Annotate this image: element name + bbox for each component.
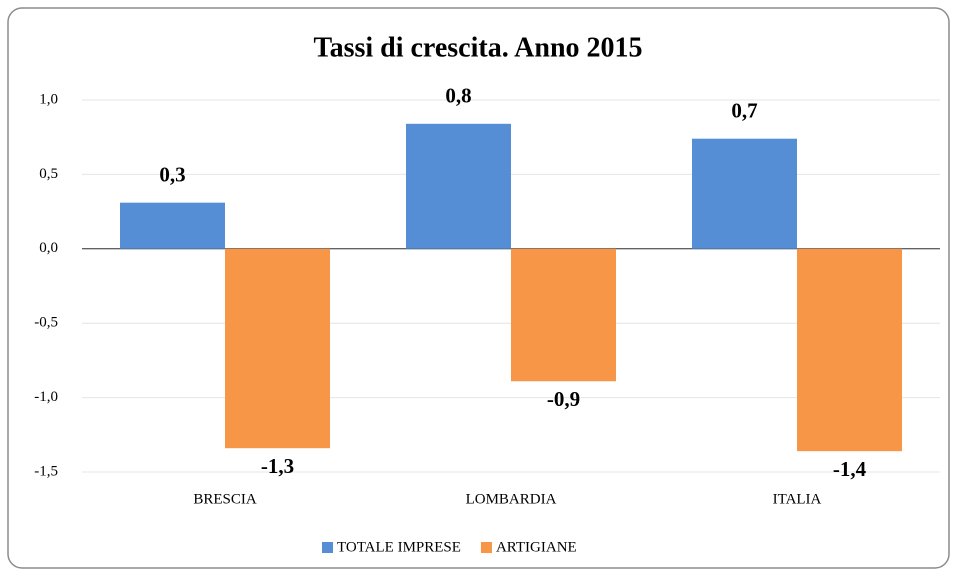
chart-title: Tassi di crescita. Anno 2015	[313, 32, 642, 63]
y-tick-label: -0,5	[34, 315, 58, 331]
legend-swatch	[322, 542, 333, 553]
legend-label: TOTALE IMPRESE	[337, 539, 461, 555]
x-tick-label: LOMBARDIA	[466, 491, 557, 507]
bar	[797, 248, 902, 452]
y-tick-label: 1,0	[39, 91, 58, 107]
bar	[225, 248, 330, 449]
legend-swatch	[480, 542, 492, 553]
bar	[120, 202, 225, 249]
value-label: 0,3	[159, 162, 185, 186]
value-label: -0,9	[547, 387, 580, 411]
y-tick-label: 0,5	[39, 166, 58, 182]
x-tick-label: ITALIA	[773, 491, 822, 507]
value-label: -1,4	[833, 457, 867, 481]
bar	[511, 248, 616, 382]
value-label: 0,7	[731, 99, 757, 123]
bar	[692, 138, 797, 249]
y-tick-label: 0,0	[39, 240, 58, 256]
value-label: -1,3	[261, 454, 294, 478]
legend-label: ARTIGIANE	[496, 539, 577, 555]
y-tick-label: -1,0	[34, 389, 58, 405]
bar	[406, 123, 511, 249]
y-tick-label: -1,5	[34, 463, 58, 479]
value-label: 0,8	[445, 84, 471, 108]
x-tick-label: BRESCIA	[193, 491, 257, 507]
